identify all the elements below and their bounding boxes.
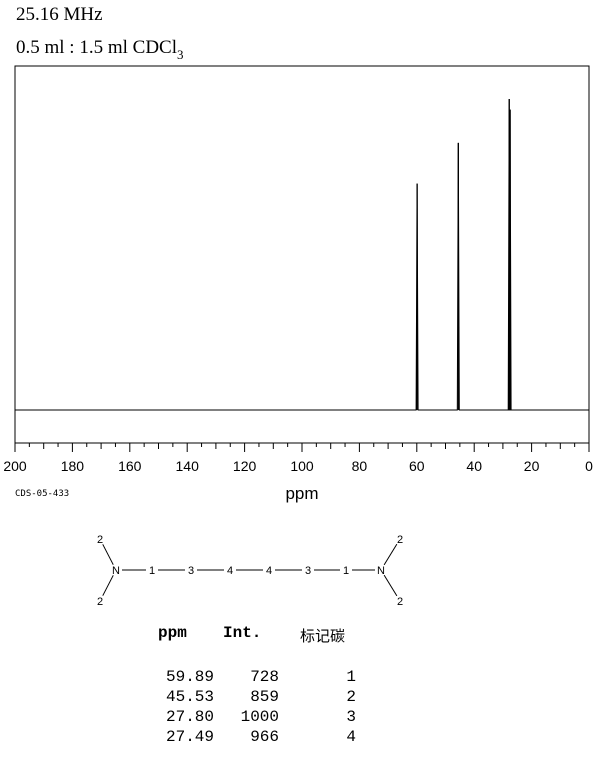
x-tick-label: 40 — [466, 458, 482, 474]
solvent-label: 0.5 ml : 1.5 ml CDCl3 — [16, 38, 184, 61]
carbon-label: 4 — [227, 565, 233, 577]
bond-line — [102, 575, 114, 596]
table-row: 45.53 859 2 — [155, 688, 375, 708]
table-cell: 59.89 — [165, 668, 214, 686]
x-axis-label: ppm — [285, 484, 318, 503]
x-tick-label: 100 — [290, 458, 314, 474]
carbon-label: 4 — [266, 565, 272, 577]
structure-atoms: 2 N 2 1 3 4 4 3 1 N 2 2 — [97, 534, 403, 608]
column-header: Int. — [223, 624, 262, 642]
table-row: 27.49 966 4 — [155, 728, 375, 748]
table-row: 27.80 1000 3 — [155, 708, 375, 728]
nitrogen-atom: N — [377, 565, 385, 577]
carbon-label: 2 — [397, 596, 403, 608]
table-cell: 1 — [346, 668, 356, 686]
x-tick-label: 0 — [585, 458, 593, 474]
table-cell: 966 — [250, 728, 279, 746]
x-tick-label: 80 — [352, 458, 368, 474]
table-cell: 1000 — [240, 708, 279, 726]
x-tick-label: 200 — [3, 458, 27, 474]
x-tick-label: 140 — [176, 458, 200, 474]
table-cell: 2 — [346, 688, 356, 706]
table-cell: 728 — [250, 668, 279, 686]
table-cell: 27.80 — [165, 708, 214, 726]
table-cell: 859 — [250, 688, 279, 706]
solvent-main: 0.5 ml : 1.5 ml CDCl — [16, 37, 177, 58]
structure-bonds — [102, 543, 398, 597]
table-cell: 3 — [346, 708, 356, 726]
x-tick-label: 20 — [524, 458, 540, 474]
carbon-label: 3 — [188, 565, 194, 577]
x-tick-label: 160 — [118, 458, 142, 474]
bond-line — [383, 543, 398, 566]
x-tick-label: 120 — [233, 458, 257, 474]
x-tick-label: 60 — [409, 458, 425, 474]
table-cell: 45.53 — [165, 688, 214, 706]
bond-line — [383, 574, 398, 597]
carbon-label: 1 — [343, 565, 349, 577]
table-cell: 27.49 — [165, 728, 214, 746]
x-tick-label: 180 — [61, 458, 85, 474]
carbon-label: 2 — [397, 534, 403, 546]
carbon-label: 3 — [305, 565, 311, 577]
spectrum-code: CDS-05-433 — [15, 489, 70, 499]
carbon-label: 2 — [97, 534, 103, 546]
nitrogen-atom: N — [112, 565, 120, 577]
solvent-subscript: 3 — [177, 47, 184, 62]
table-row: 59.89 728 1 — [155, 668, 375, 688]
bond-line — [102, 544, 114, 565]
carbon-label: 1 — [149, 565, 155, 577]
table-cell: 4 — [346, 728, 356, 746]
carbon-label: 2 — [97, 596, 103, 608]
column-header: ppm — [158, 624, 187, 642]
frequency-label: 25.16 MHz — [16, 4, 103, 25]
column-header: 标记碳 — [300, 627, 346, 645]
